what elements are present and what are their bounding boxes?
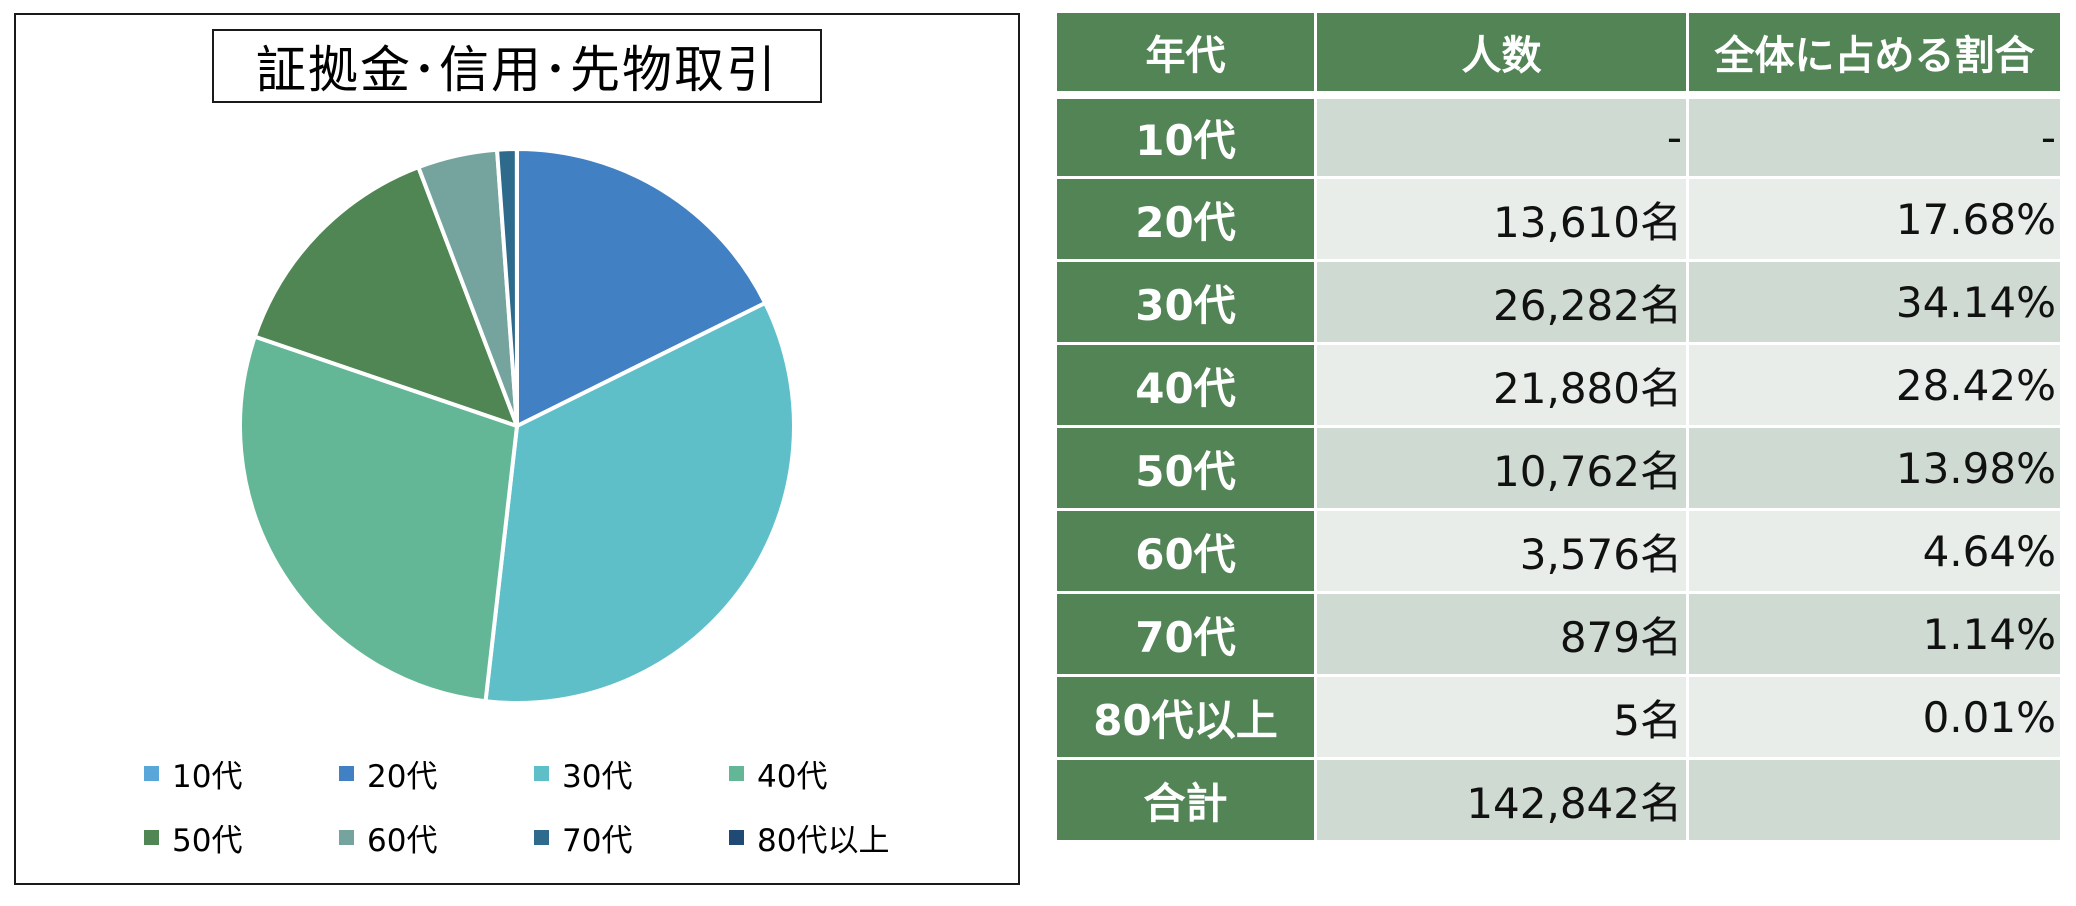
share-cell: - [1686,93,2063,179]
pie-slice-3 [238,334,519,704]
count-cell: 10,762名 [1314,425,1689,511]
table-row: 30代 26,282名 34.14% [1054,259,2063,345]
count-cell: 3,576名 [1314,508,1689,594]
age-cell: 40代 [1054,342,1317,428]
legend-label: 10代 [172,758,243,795]
table-row: 60代 3,576名 4.64% [1054,508,2063,594]
table-row: 80代以上 5名 0.01% [1054,674,2063,760]
legend-label: 50代 [172,822,243,859]
legend-item-10s: 10代 [144,753,243,795]
age-cell: 70代 [1054,591,1317,677]
legend-item-30s: 30代 [534,753,633,795]
pie-slice-1 [515,147,768,428]
table-total-row: 合計 142,842名 [1054,757,2063,843]
legend-swatch [534,765,549,781]
share-cell: 34.14% [1686,259,2063,345]
chart-legend: 10代 20代 30代 40代 50代 60代 70代 80代以上 [144,753,964,883]
legend-label: 80代以上 [757,822,890,859]
legend-swatch [729,829,744,845]
legend-item-80s-plus: 80代以上 [729,817,890,859]
share-cell: 0.01% [1686,674,2063,760]
legend-label: 40代 [757,758,828,795]
legend-label: 60代 [367,822,438,859]
count-cell: 879名 [1314,591,1689,677]
legend-swatch [534,829,549,845]
share-cell: 28.42% [1686,342,2063,428]
total-share-cell [1686,757,2063,843]
column-header-age: 年代 [1054,10,1317,99]
legend-swatch [339,765,354,781]
table-row: 70代 879名 1.14% [1054,591,2063,677]
total-count-cell: 142,842名 [1314,757,1689,843]
pie-slice-4 [252,165,519,428]
legend-item-20s: 20代 [339,753,438,795]
age-cell: 30代 [1054,259,1317,345]
age-distribution-table: 年代 人数 全体に占める割合 10代 - - 20代 13,610名 17.68… [1054,10,2063,843]
chart-title: 証拠金･信用･先物取引 [212,29,822,103]
pie-chart-panel: 証拠金･信用･先物取引 10代 20代 30代 40代 50代 60代 70代 [14,13,1020,885]
share-cell: 13.98% [1686,425,2063,511]
table-header-row: 年代 人数 全体に占める割合 [1054,10,2063,99]
legend-swatch [729,765,744,781]
share-cell: 1.14% [1686,591,2063,677]
table-row: 40代 21,880名 28.42% [1054,342,2063,428]
legend-item-60s: 60代 [339,817,438,859]
age-cell: 20代 [1054,176,1317,262]
total-label-cell: 合計 [1054,757,1317,843]
count-cell: 13,610名 [1314,176,1689,262]
pie-chart [238,146,796,705]
count-cell: 21,880名 [1314,342,1689,428]
count-cell: 5名 [1314,674,1689,760]
legend-item-70s: 70代 [534,817,633,859]
legend-swatch [144,765,159,781]
legend-item-40s: 40代 [729,753,828,795]
age-cell: 80代以上 [1054,674,1317,760]
pie-slice-2 [483,300,796,705]
table-row: 10代 - - [1054,93,2063,179]
age-cell: 50代 [1054,425,1317,511]
table-row: 50代 10,762名 13.98% [1054,425,2063,511]
column-header-count: 人数 [1314,10,1689,99]
count-cell: 26,282名 [1314,259,1689,345]
share-cell: 4.64% [1686,508,2063,594]
age-cell: 60代 [1054,508,1317,594]
table-row: 20代 13,610名 17.68% [1054,176,2063,262]
legend-label: 30代 [562,758,633,795]
legend-item-50s: 50代 [144,817,243,859]
column-header-share: 全体に占める割合 [1686,10,2063,99]
age-cell: 10代 [1054,93,1317,179]
share-cell: 17.68% [1686,176,2063,262]
count-cell: - [1314,93,1689,179]
legend-swatch [144,829,159,845]
legend-label: 70代 [562,822,633,859]
legend-label: 20代 [367,758,438,795]
legend-swatch [339,829,354,845]
